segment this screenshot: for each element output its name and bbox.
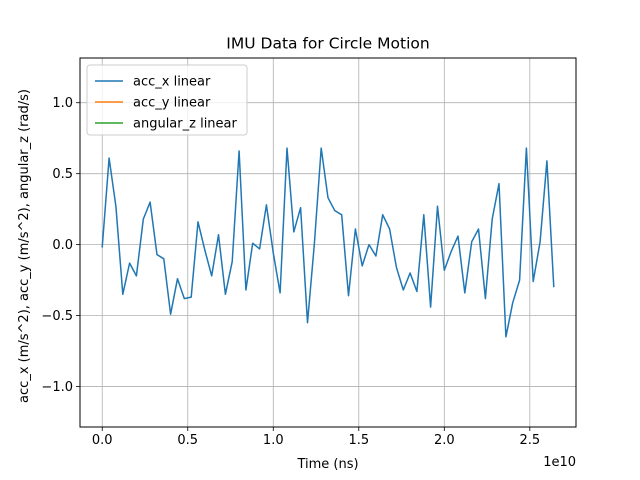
- series-layer: [101, 147, 555, 338]
- legend-label: acc_y linear: [133, 96, 211, 111]
- y-tick-label: 1.0: [52, 96, 73, 111]
- x-offset-label: 1e10: [543, 455, 576, 470]
- y-tick-label: 0.5: [52, 167, 73, 182]
- x-tick-label: 2.5: [519, 433, 540, 448]
- x-axis: 0.0 0.5 1.0 1.5 2.0 2.5: [92, 427, 540, 448]
- series-line-acc_x-linear: [101, 147, 555, 338]
- x-tick-label: 0.0: [92, 433, 113, 448]
- y-axis-label: acc_x (m/s^2), acc_y (m/s^2), angular_z …: [17, 89, 32, 403]
- legend: acc_x linear acc_y linear angular_z linear: [86, 64, 248, 136]
- y-axis: −1.0 −0.5 0.0 0.5 1.0: [41, 96, 80, 395]
- x-axis-label: Time (ns): [296, 457, 358, 472]
- x-tick-label: 1.0: [263, 433, 284, 448]
- x-tick-label: 2.0: [434, 433, 455, 448]
- y-tick-label: −1.0: [41, 380, 73, 395]
- legend-box: [86, 64, 248, 136]
- x-tick-label: 0.5: [177, 433, 198, 448]
- x-tick-label: 1.5: [348, 433, 369, 448]
- grid: [80, 58, 576, 427]
- legend-label: acc_x linear: [133, 75, 211, 90]
- legend-label: angular_z linear: [133, 117, 238, 132]
- chart-title: IMU Data for Circle Motion: [226, 35, 429, 53]
- plot-frame: [79, 57, 577, 428]
- y-tick-label: −0.5: [41, 309, 73, 324]
- y-tick-label: 0.0: [52, 238, 73, 253]
